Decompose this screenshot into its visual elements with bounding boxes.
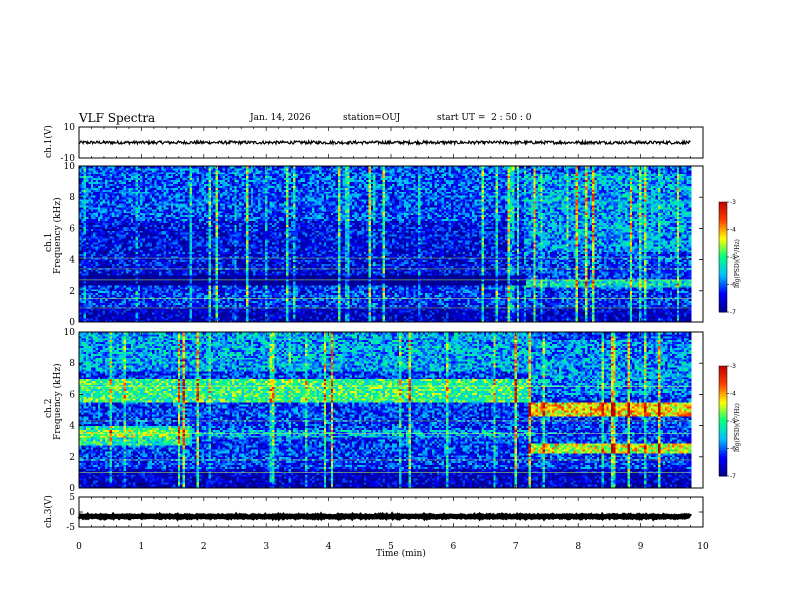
- ch1-voltage-panel: 10-10: [61, 123, 704, 164]
- ch1-voltage-trace: [79, 141, 691, 144]
- ch1-voltage-ytick-label: 10: [64, 123, 76, 133]
- vlf-figure: 10-10 0246810 0246810 50-5 0 1 2 3 4 5 6 7 8 9 10 …: [0, 0, 792, 612]
